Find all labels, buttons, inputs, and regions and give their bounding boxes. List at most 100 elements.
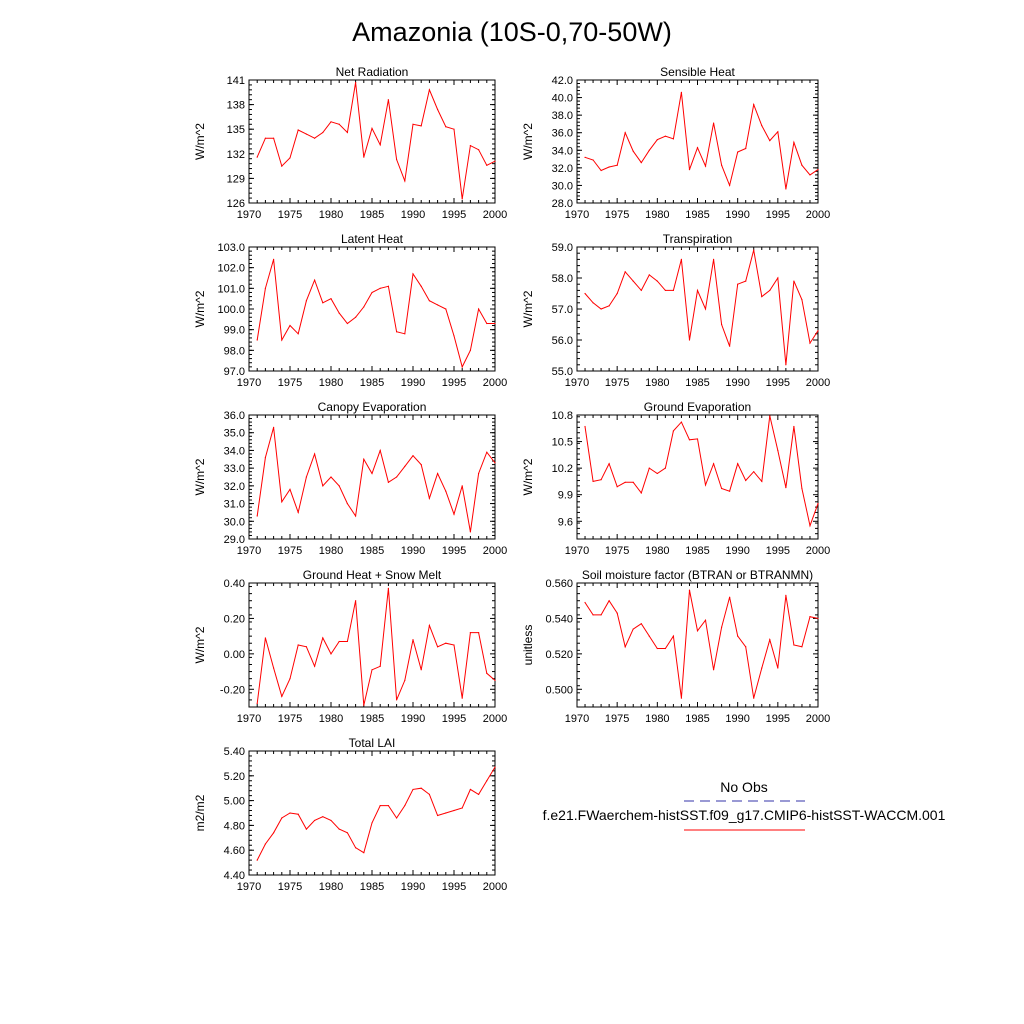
data-point xyxy=(322,485,324,487)
y-axis-label: W/m^2 xyxy=(521,290,535,327)
data-point xyxy=(801,164,803,166)
series-line xyxy=(584,92,819,189)
panel-6: Ground Evaporation W/m^2 1970 1975 1980 1985 1… xyxy=(521,400,830,557)
data-point xyxy=(640,289,642,291)
data-point xyxy=(785,364,787,366)
y-tick-label: 32.0 xyxy=(224,481,245,493)
legend: No Obs f.e21.FWaerchem-histSST.f09_g17.C… xyxy=(543,779,946,831)
data-point xyxy=(314,665,316,667)
data-point xyxy=(314,137,316,139)
y-axis-label: W/m^2 xyxy=(521,458,535,495)
data-point xyxy=(745,147,747,150)
y-tick-label: 40.0 xyxy=(552,93,573,105)
panel-8: Soil moisture factor (BTRAN or BTRANMN) u… xyxy=(521,568,830,725)
data-point xyxy=(256,702,258,705)
data-point xyxy=(494,462,496,464)
y-tick-label: 55.0 xyxy=(552,366,573,378)
y-tick-label: 31.0 xyxy=(224,499,245,511)
y-tick-label: 32.0 xyxy=(552,163,573,175)
plot-frame xyxy=(576,414,819,540)
y-tick-label: 0.00 xyxy=(224,649,245,661)
plot-frame xyxy=(248,414,496,540)
x-tick-label: 1990 xyxy=(401,545,425,557)
data-point xyxy=(737,635,739,637)
data-point xyxy=(314,279,316,281)
y-tick-label: 59.0 xyxy=(552,242,573,254)
data-point xyxy=(297,511,299,514)
x-tick-label: 1975 xyxy=(605,545,629,557)
data-point xyxy=(314,453,316,455)
data-point xyxy=(632,481,634,483)
x-tick-label: 1995 xyxy=(442,377,466,389)
data-point xyxy=(297,644,299,646)
data-point xyxy=(412,639,414,641)
data-point xyxy=(737,463,739,465)
y-axis-label: W/m^2 xyxy=(193,458,207,495)
data-point xyxy=(688,589,691,591)
data-point xyxy=(420,125,422,127)
data-point xyxy=(469,531,471,533)
series-line xyxy=(256,259,495,369)
x-tick-label: 1990 xyxy=(401,713,425,725)
data-point xyxy=(584,292,586,295)
data-point xyxy=(486,164,488,166)
data-point xyxy=(745,479,747,482)
data-point xyxy=(761,125,763,127)
y-tick-label: 30.0 xyxy=(224,516,245,528)
data-point xyxy=(729,596,731,598)
panel-5: Canopy Evaporation W/m^2 1970 1975 1980 1985 1… xyxy=(193,400,507,557)
y-tick-label: 34.0 xyxy=(224,445,245,457)
data-point xyxy=(437,814,439,817)
data-point xyxy=(721,487,723,490)
data-point xyxy=(817,617,819,620)
y-tick-label: 57.0 xyxy=(552,304,573,316)
x-tick-label: 1970 xyxy=(237,209,261,221)
data-point xyxy=(469,788,471,791)
data-point xyxy=(817,169,819,171)
data-point xyxy=(664,647,666,650)
x-tick-label: 1980 xyxy=(645,545,669,557)
data-point xyxy=(264,637,266,639)
y-tick-label: 30.0 xyxy=(552,180,573,192)
data-point xyxy=(648,635,650,637)
data-point xyxy=(355,600,357,602)
y-axis-label: W/m^2 xyxy=(193,123,207,160)
data-point xyxy=(737,151,739,153)
data-point xyxy=(584,156,586,158)
data-point xyxy=(396,817,398,819)
x-tick-label: 1995 xyxy=(442,545,466,557)
y-tick-label: 36.0 xyxy=(552,128,573,140)
x-tick-label: 1980 xyxy=(645,713,669,725)
data-point xyxy=(753,697,755,699)
y-tick-label: 0.20 xyxy=(224,613,245,625)
x-tick-label: 1980 xyxy=(319,545,343,557)
data-point xyxy=(322,131,324,134)
x-tick-label: 2000 xyxy=(483,545,507,557)
series-line xyxy=(584,590,819,699)
data-point xyxy=(616,164,618,166)
data-point xyxy=(600,614,602,616)
data-point xyxy=(281,339,283,341)
data-point xyxy=(330,121,332,123)
x-tick-label: 1970 xyxy=(237,545,261,557)
data-point xyxy=(396,699,398,701)
data-point xyxy=(305,646,307,648)
data-point xyxy=(640,492,642,494)
data-point xyxy=(412,273,414,275)
panel-title: Net Radiation xyxy=(336,65,409,79)
data-point xyxy=(363,306,365,308)
x-tick-label: 1980 xyxy=(319,881,343,893)
data-point xyxy=(712,463,715,465)
data-point xyxy=(809,174,811,176)
x-tick-label: 1975 xyxy=(278,881,302,893)
x-tick-label: 1990 xyxy=(401,377,425,389)
data-point xyxy=(478,472,480,475)
data-point xyxy=(281,165,283,167)
data-point xyxy=(608,463,610,465)
data-point xyxy=(600,308,602,310)
data-point xyxy=(412,455,414,457)
data-point xyxy=(494,679,496,682)
data-point xyxy=(664,467,666,469)
data-point xyxy=(672,430,675,432)
data-point xyxy=(264,456,266,459)
